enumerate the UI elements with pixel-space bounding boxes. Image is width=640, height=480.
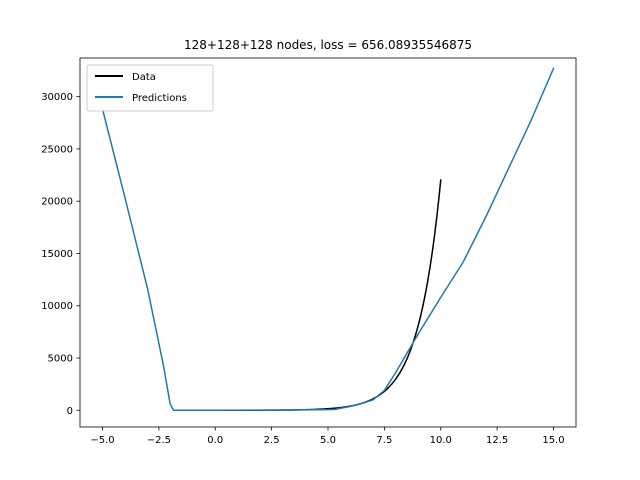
- x-tick-label: −5.0: [90, 435, 114, 446]
- y-tick-label: 20000: [41, 197, 73, 208]
- x-tick-label: 10.0: [430, 435, 452, 446]
- x-tick-label: 2.5: [264, 435, 280, 446]
- legend-label-predictions: Predictions: [132, 93, 187, 104]
- plot-area: [101, 67, 555, 412]
- x-tick-label: 5.0: [320, 435, 336, 446]
- y-tick-label: 30000: [41, 92, 73, 103]
- y-tick-label: 10000: [41, 301, 73, 312]
- x-tick-label: 7.5: [376, 435, 392, 446]
- x-tick-label: −2.5: [147, 435, 171, 446]
- y-tick-label: 15000: [41, 249, 73, 260]
- x-tick-label: 15.0: [542, 435, 564, 446]
- y-tick-label: 0: [67, 406, 73, 417]
- y-axis: 0 5000 10000 15000 20000 25000 30000: [41, 92, 80, 417]
- y-tick-label: 5000: [48, 354, 73, 365]
- legend: Data Predictions: [86, 64, 214, 112]
- x-axis: −5.0 −2.5 0.0 2.5 5.0 7.5 10.0 12.5 15.0: [90, 427, 565, 446]
- y-tick-label: 25000: [41, 144, 73, 155]
- x-tick-label: 0.0: [207, 435, 223, 446]
- chart-title: 128+128+128 nodes, loss = 656.0893554687…: [184, 38, 472, 52]
- legend-label-data: Data: [132, 72, 156, 83]
- x-tick-label: 12.5: [486, 435, 508, 446]
- series-line-predictions: [101, 67, 555, 412]
